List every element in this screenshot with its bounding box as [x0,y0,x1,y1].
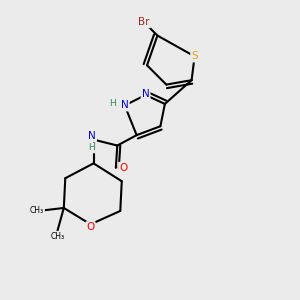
Text: N: N [142,88,149,98]
Text: O: O [86,222,95,232]
Text: N: N [88,131,96,141]
Text: CH₃: CH₃ [30,206,44,215]
Text: Br: Br [138,17,150,27]
Text: N: N [121,100,129,110]
Text: CH₃: CH₃ [51,232,65,241]
Text: O: O [119,163,128,173]
Text: S: S [191,51,198,62]
Text: H: H [88,143,94,152]
Text: H: H [109,98,116,107]
